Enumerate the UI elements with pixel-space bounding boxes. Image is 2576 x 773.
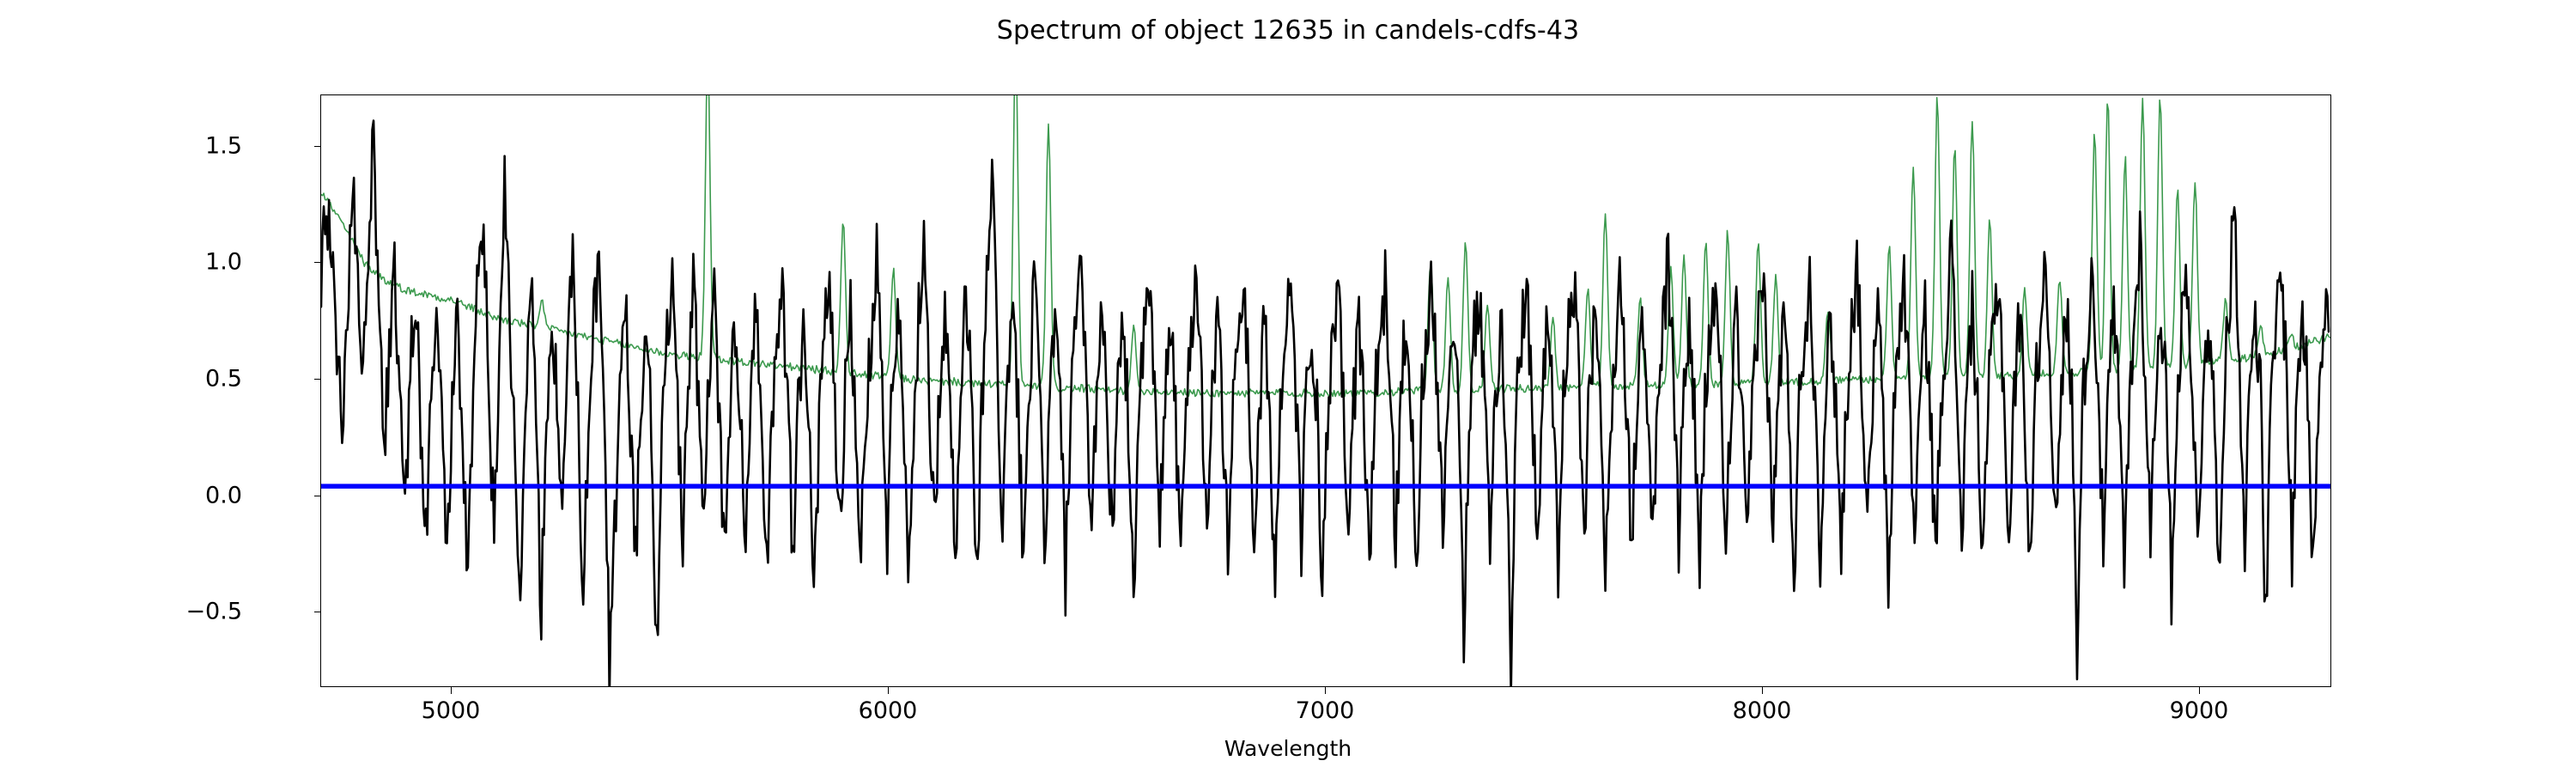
spectrum-plot-svg [321,95,2330,686]
y-tick-label: 1.5 [205,132,242,160]
y-tick-label: 0.0 [205,482,242,509]
page-title: Spectrum of object 12635 in candels-cdfs… [996,15,1580,46]
x-tick-mark [888,687,890,694]
y-tick-label: 1.0 [205,248,242,276]
y-axis-label: 10−18 erg s−1 cm−2 Å−1 [115,0,155,94]
plot-area [320,94,2331,687]
y-tick-label: −0.5 [185,598,242,625]
y-tick-mark [314,262,321,264]
x-tick-label: 8000 [1732,697,1792,724]
flux-spectrum-line [321,119,2330,686]
continuum-model-line [321,95,2330,398]
x-tick-mark [451,687,453,694]
y-tick-mark [314,146,321,148]
x-tick-mark [2199,687,2201,694]
x-tick-mark [1325,687,1327,694]
x-tick-label: 6000 [858,697,918,724]
x-tick-label: 5000 [421,697,481,724]
x-tick-label: 7000 [1295,697,1355,724]
x-tick-label: 9000 [2169,697,2229,724]
y-tick-mark [314,379,321,380]
x-tick-mark [1762,687,1764,694]
x-axis-label: Wavelength [1224,736,1352,761]
y-tick-label: 0.5 [205,365,242,393]
